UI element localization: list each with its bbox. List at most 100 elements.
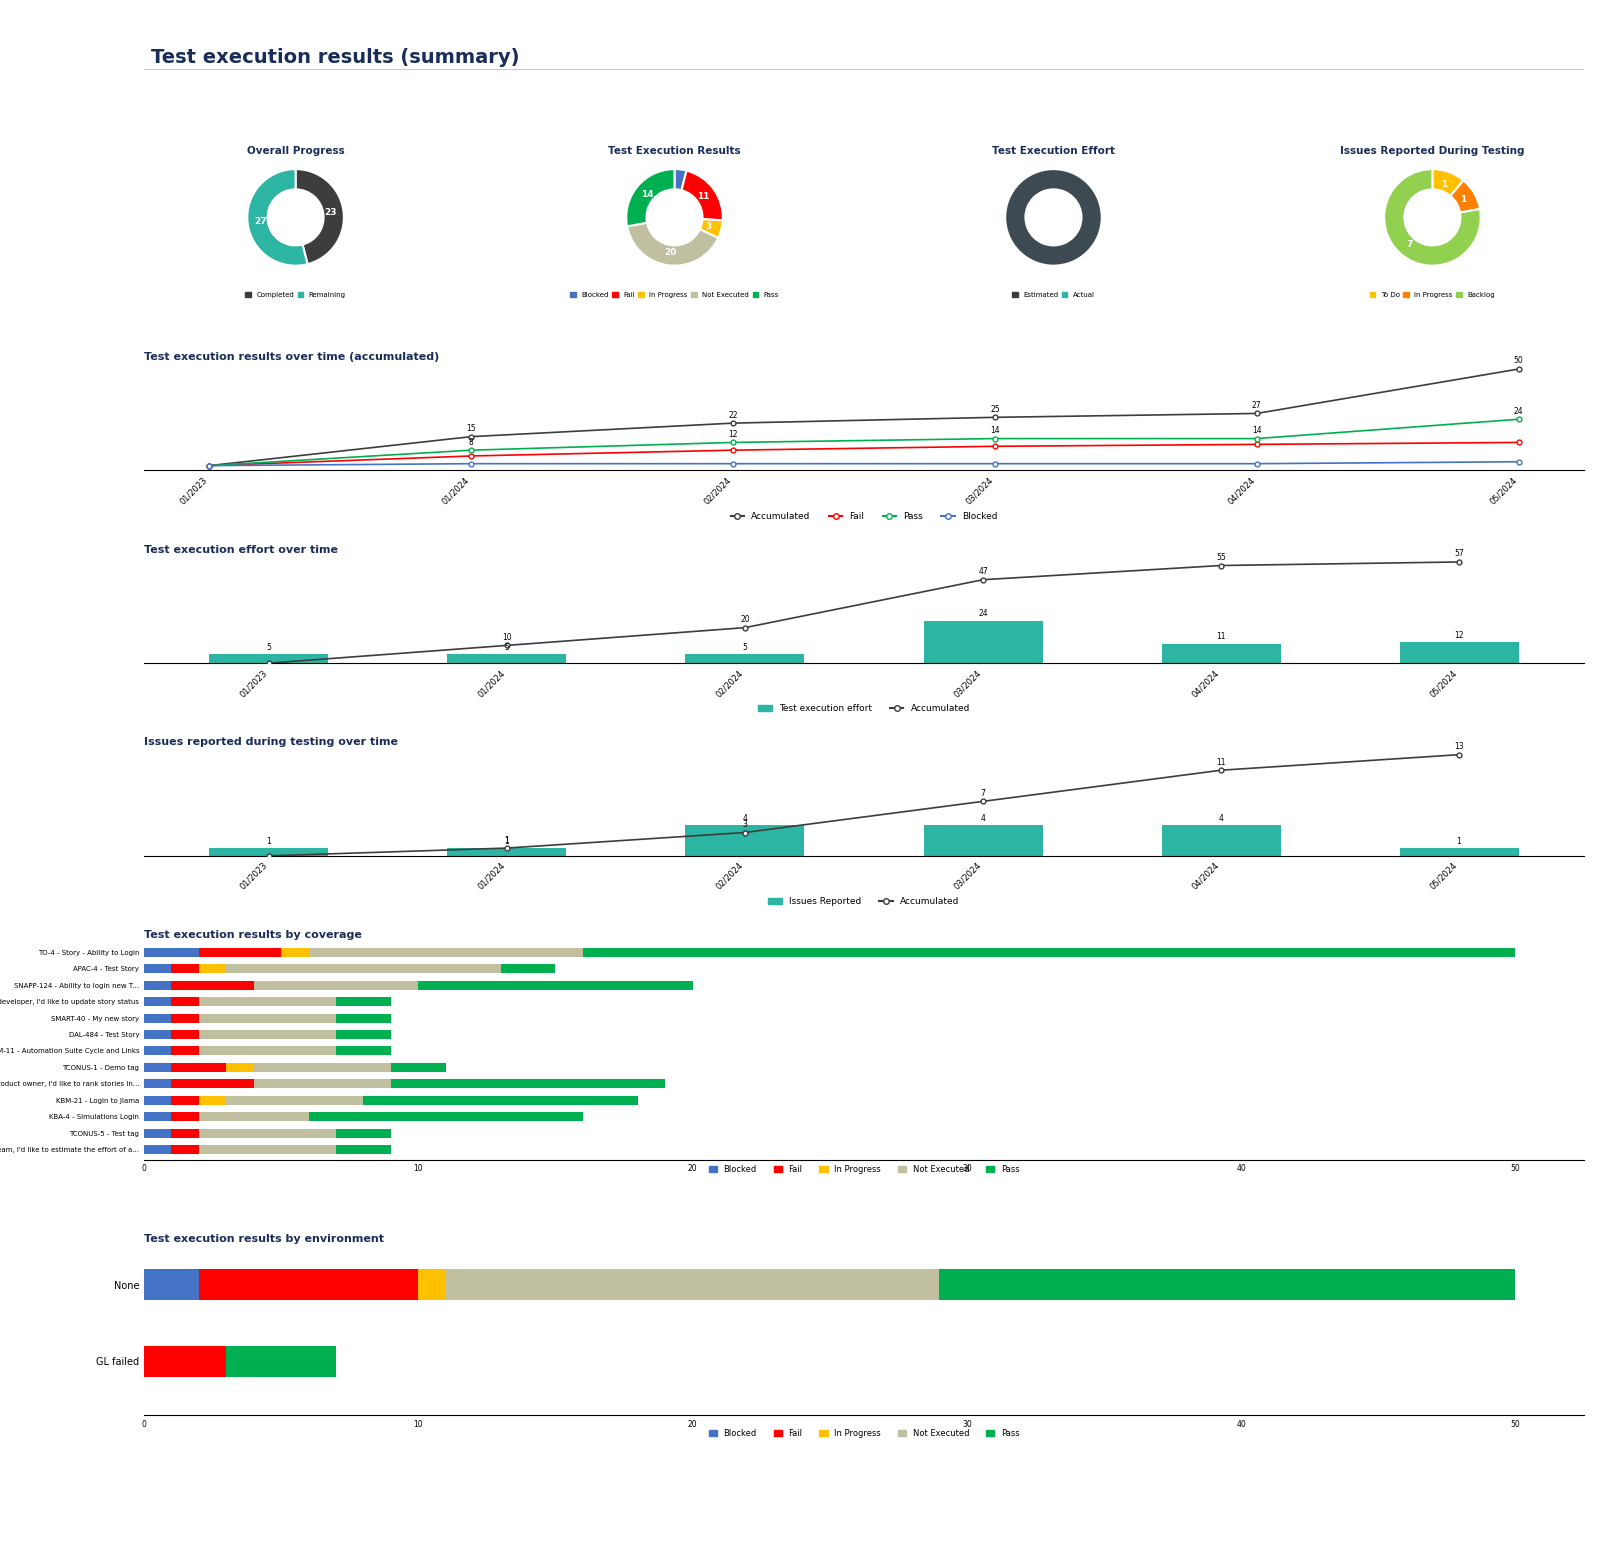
- Text: 14: 14: [642, 190, 654, 200]
- Bar: [171, 981, 254, 990]
- Text: Issues reported during testing over time: Issues reported during testing over time: [144, 738, 398, 747]
- Bar: [198, 1013, 336, 1023]
- Bar: [144, 1013, 171, 1023]
- Bar: [144, 998, 171, 1006]
- Bar: [210, 654, 328, 664]
- Text: 4: 4: [742, 814, 747, 823]
- Text: Test execution effort over time: Test execution effort over time: [144, 545, 338, 555]
- Bar: [144, 1346, 226, 1377]
- Text: 11: 11: [1216, 633, 1226, 642]
- Text: Test execution results by coverage: Test execution results by coverage: [144, 930, 362, 941]
- Bar: [144, 1063, 171, 1072]
- Bar: [171, 998, 198, 1006]
- Text: 8: 8: [469, 438, 474, 447]
- Text: 20: 20: [741, 616, 750, 623]
- Text: 15: 15: [467, 424, 477, 433]
- Text: 14: 14: [1251, 425, 1261, 435]
- Text: 1: 1: [1442, 179, 1448, 189]
- Wedge shape: [248, 169, 307, 266]
- Bar: [210, 848, 328, 855]
- Text: 27: 27: [254, 217, 267, 226]
- Text: 25: 25: [990, 405, 1000, 413]
- Bar: [144, 1046, 171, 1055]
- Text: 57: 57: [1454, 549, 1464, 558]
- Bar: [198, 1095, 226, 1105]
- Text: 5: 5: [267, 644, 272, 653]
- Bar: [448, 654, 566, 664]
- Wedge shape: [699, 220, 723, 238]
- Text: 47: 47: [978, 568, 987, 575]
- Bar: [685, 654, 805, 664]
- Bar: [923, 825, 1043, 855]
- Bar: [685, 825, 805, 855]
- Bar: [144, 948, 198, 956]
- Bar: [144, 1145, 171, 1154]
- Bar: [1400, 848, 1518, 855]
- Bar: [171, 1145, 198, 1154]
- Bar: [336, 1013, 390, 1023]
- Bar: [390, 1063, 446, 1072]
- Bar: [1162, 644, 1280, 664]
- Bar: [254, 981, 418, 990]
- Bar: [144, 1112, 171, 1122]
- Title: Test Execution Results: Test Execution Results: [608, 147, 741, 156]
- Wedge shape: [296, 169, 344, 265]
- Bar: [226, 1346, 336, 1377]
- Bar: [448, 848, 566, 855]
- Legend: Accumulated, Fail, Pass, Blocked: Accumulated, Fail, Pass, Blocked: [726, 507, 1002, 524]
- Bar: [198, 1112, 309, 1122]
- Text: 13: 13: [1454, 743, 1464, 752]
- Wedge shape: [1432, 169, 1464, 196]
- Text: 50: 50: [1514, 356, 1523, 365]
- Bar: [198, 964, 226, 973]
- Bar: [198, 1046, 336, 1055]
- Legend: Completed, Remaining: Completed, Remaining: [243, 289, 349, 300]
- Bar: [144, 1030, 171, 1040]
- Text: 1: 1: [1456, 837, 1461, 846]
- Text: 1: 1: [504, 837, 509, 846]
- Bar: [336, 1030, 390, 1040]
- Text: 22: 22: [728, 410, 738, 419]
- Bar: [390, 1080, 666, 1089]
- Bar: [171, 1030, 198, 1040]
- Bar: [144, 1269, 198, 1299]
- Text: 27: 27: [1251, 401, 1261, 410]
- Text: 3: 3: [706, 221, 712, 231]
- Text: 48h 0m: 48h 0m: [1034, 215, 1074, 224]
- Bar: [171, 964, 198, 973]
- Bar: [198, 1145, 336, 1154]
- Legend: Estimated, Actual: Estimated, Actual: [1010, 289, 1098, 300]
- Bar: [1162, 825, 1280, 855]
- Bar: [171, 1046, 198, 1055]
- Text: 14: 14: [990, 425, 1000, 435]
- Wedge shape: [1005, 169, 1102, 266]
- Legend: Blocked, Fail, In Progress, Not Executed, Pass: Blocked, Fail, In Progress, Not Executed…: [568, 289, 782, 300]
- Bar: [582, 948, 1515, 956]
- Bar: [254, 1063, 390, 1072]
- Bar: [198, 998, 336, 1006]
- Bar: [144, 1129, 171, 1139]
- Bar: [363, 1095, 638, 1105]
- Bar: [336, 1129, 390, 1139]
- Bar: [198, 948, 282, 956]
- Bar: [282, 948, 309, 956]
- Bar: [144, 1095, 171, 1105]
- Bar: [198, 1030, 336, 1040]
- Bar: [226, 1063, 254, 1072]
- Text: 5: 5: [742, 644, 747, 653]
- Bar: [501, 964, 555, 973]
- Bar: [171, 1013, 198, 1023]
- Bar: [923, 620, 1043, 664]
- Text: 11: 11: [1216, 758, 1226, 767]
- Text: 10: 10: [502, 633, 512, 642]
- Text: 3: 3: [742, 820, 747, 829]
- Text: 1: 1: [504, 835, 509, 845]
- Bar: [198, 1129, 336, 1139]
- Bar: [171, 1080, 254, 1089]
- Bar: [198, 1269, 418, 1299]
- Text: 23: 23: [325, 209, 338, 218]
- Legend: Blocked, Fail, In Progress, Not Executed, Pass: Blocked, Fail, In Progress, Not Executed…: [706, 1162, 1022, 1177]
- Text: 4: 4: [981, 814, 986, 823]
- Text: 1: 1: [267, 837, 272, 846]
- Bar: [336, 1046, 390, 1055]
